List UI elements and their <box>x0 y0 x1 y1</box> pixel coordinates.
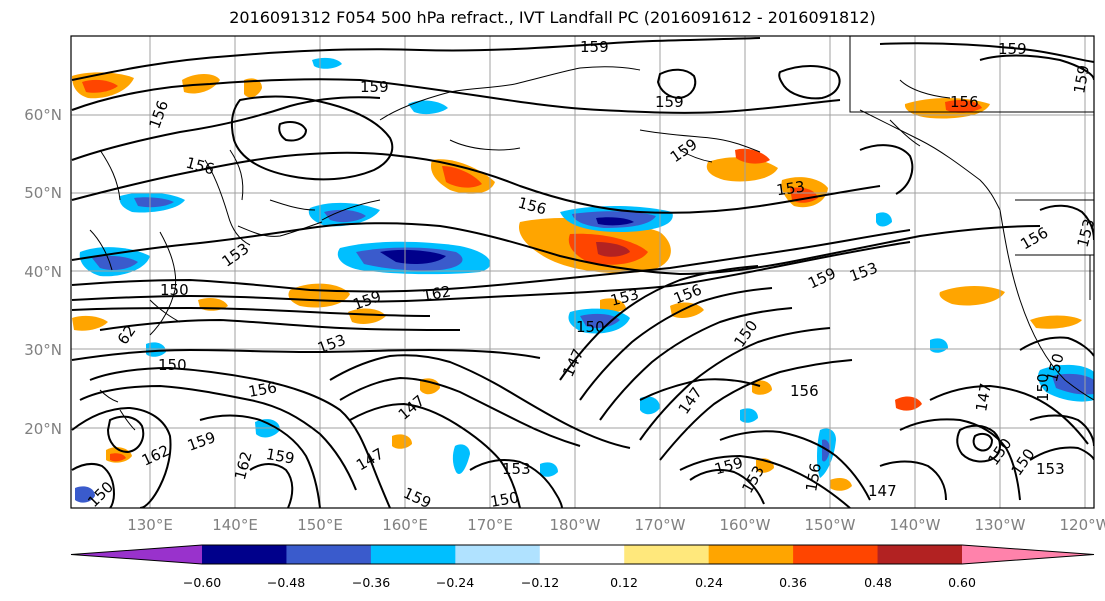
height-contours <box>71 37 1094 508</box>
map-frame <box>70 35 1095 509</box>
contour-label: 156 <box>802 462 825 493</box>
latitude-label: 60°N <box>24 106 62 124</box>
contour-label: 162 <box>421 282 452 305</box>
contour-label: 150 <box>576 318 605 336</box>
colorbar-tick-label: −0.48 <box>267 575 305 590</box>
latitude-label: 30°N <box>24 341 62 359</box>
contour-label: 153 <box>1074 217 1099 249</box>
colorbar-segment <box>202 545 287 564</box>
latitude-label: 20°N <box>24 420 62 438</box>
contour-label: 159 <box>998 40 1027 58</box>
colorbar-outline <box>70 544 1095 565</box>
contour-label: 159 <box>1070 64 1093 95</box>
latitude-label: 40°N <box>24 263 62 281</box>
contour-label: 159 <box>265 445 296 468</box>
colorbar-labels: −0.60 −0.48 −0.36 −0.24 −0.12 0.12 0.24 … <box>183 575 976 590</box>
colorbar-tick-label: 0.24 <box>695 575 723 590</box>
longitude-label: 170°W <box>635 516 686 534</box>
colorbar-segment <box>877 545 963 564</box>
colorbar-segment <box>370 545 456 564</box>
negative-anomaly-shading <box>75 57 1094 503</box>
colorbar-tick-label: −0.60 <box>183 575 221 590</box>
contour-label: 150 <box>158 356 187 374</box>
longitude-label: 160°E <box>382 516 428 534</box>
contour-label: 153 <box>502 460 531 478</box>
colorbar-segment <box>708 545 794 564</box>
colorbar-segment <box>539 545 625 564</box>
contour-label: 147 <box>972 382 995 413</box>
colorbar <box>70 544 1095 565</box>
latitude-axis: 60°N 50°N 40°N 30°N 20°N <box>24 106 62 438</box>
longitude-label: 150°E <box>297 516 343 534</box>
longitude-label: 150°W <box>805 516 856 534</box>
contour-label: 150 <box>489 488 520 511</box>
longitude-label: 160°W <box>720 516 771 534</box>
colorbar-segment <box>624 545 710 564</box>
contour-label: 159 <box>360 78 389 96</box>
colorbar-tick-label: −0.24 <box>436 575 474 590</box>
colorbar-tick-label: 0.36 <box>779 575 807 590</box>
colorbar-segment <box>286 545 372 564</box>
longitude-label: 130°E <box>127 516 173 534</box>
contour-label: 153 <box>775 178 806 200</box>
contour-label: 156 <box>950 93 979 111</box>
longitude-label: 130°W <box>975 516 1026 534</box>
contour-label: 159 <box>655 93 684 111</box>
colorbar-segment <box>793 545 879 564</box>
longitude-label: 120°W <box>1060 516 1105 534</box>
contour-label: 153 <box>1036 460 1065 478</box>
contour-label: 159 <box>580 38 609 56</box>
contour-label: 150 <box>160 281 189 299</box>
contour-label: 150 <box>1034 373 1052 402</box>
longitude-label: 140°W <box>890 516 941 534</box>
contour-label: 156 <box>247 378 278 401</box>
colorbar-tick-label: 0.48 <box>864 575 892 590</box>
colorbar-tick-label: −0.36 <box>352 575 390 590</box>
colorbar-segment <box>455 545 541 564</box>
page-title: 2016091312 F054 500 hPa refract., IVT La… <box>229 8 876 27</box>
coastlines <box>89 36 1094 431</box>
colorbar-segment <box>71 545 202 564</box>
longitude-axis: 130°E 140°E 150°E 160°E 170°E 180°W 170°… <box>127 516 1105 534</box>
graticule <box>71 36 1094 508</box>
longitude-label: 180°W <box>550 516 601 534</box>
longitude-label: 140°E <box>212 516 258 534</box>
colorbar-segment <box>962 545 1094 564</box>
colorbar-tick-label: −0.12 <box>521 575 559 590</box>
colorbar-tick-label: 0.60 <box>948 575 976 590</box>
contour-label: 147 <box>868 482 897 500</box>
colorbar-tick-label: 0.12 <box>610 575 638 590</box>
longitude-label: 170°E <box>467 516 513 534</box>
latitude-label: 50°N <box>24 184 62 202</box>
contour-label: 156 <box>790 382 819 400</box>
